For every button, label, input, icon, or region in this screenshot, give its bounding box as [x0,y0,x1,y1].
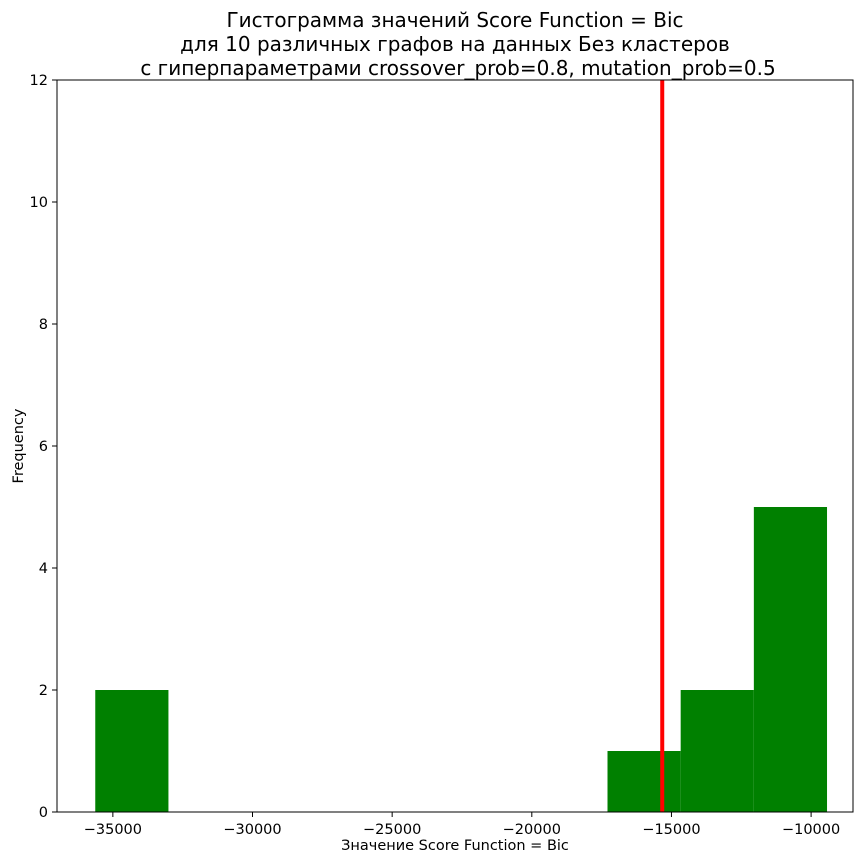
y-tick-label: 8 [39,317,48,333]
chart-title-line-3: с гиперпараметрами crossover_prob=0.8, m… [140,56,775,80]
x-axis: −35000 −30000 −25000 −20000 −15000 −10000 [84,812,840,838]
histogram-bar-0 [95,690,169,812]
histogram-bars [95,507,828,812]
histogram-bar-9 [753,507,828,812]
chart-title-line-2: для 10 различных графов на данных Без кл… [180,32,730,56]
y-tick-label: 10 [30,195,48,211]
x-tick-label: −15000 [642,822,700,838]
x-tick-label: −20000 [503,822,561,838]
x-tick-label: −25000 [363,822,421,838]
histogram-bar-8 [680,690,754,812]
chart-title: Гистограмма значений Score Function = Bi… [140,8,775,80]
histogram-bar-7 [607,751,681,812]
x-tick-label: −10000 [782,822,840,838]
chart-title-line-1: Гистограмма значений Score Function = Bi… [226,8,683,32]
y-tick-label: 0 [39,805,48,821]
x-tick-label: −30000 [223,822,281,838]
y-tick-label: 2 [39,683,48,699]
y-tick-label: 6 [39,439,48,455]
y-tick-label: 12 [30,73,48,89]
y-axis-label: Frequency [11,408,27,483]
x-axis-label: Значение Score Function = Bic [341,838,569,854]
y-axis: 0 2 4 6 8 10 12 [30,73,57,821]
y-tick-label: 4 [39,561,48,577]
x-tick-label: −35000 [84,822,142,838]
